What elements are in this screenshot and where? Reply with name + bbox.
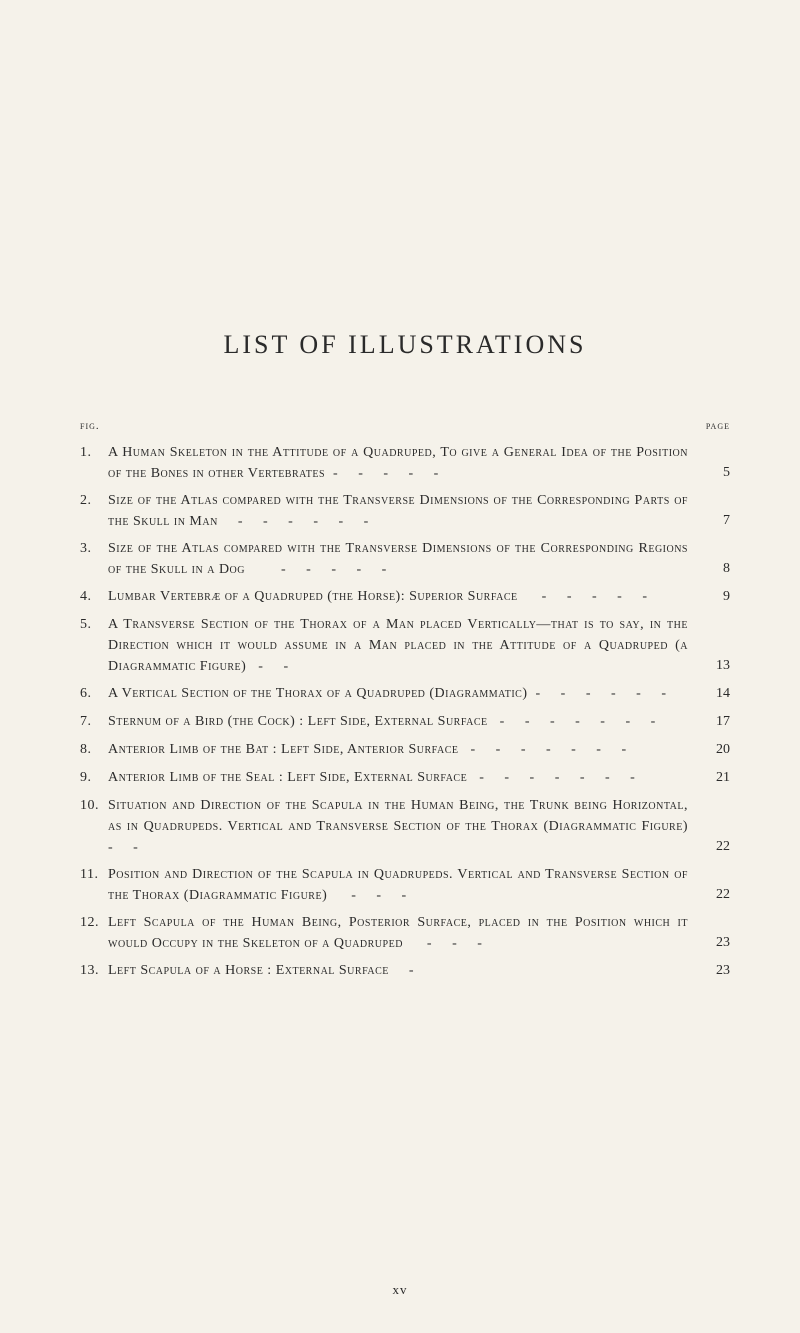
entry-text: Size of the Atlas compared with the Tran…: [108, 490, 700, 532]
entry-number: 11.: [80, 864, 108, 885]
list-item: 13.Left Scapula of a Horse : External Su…: [80, 960, 730, 982]
entry-page: 13: [700, 655, 730, 677]
header-page: page: [706, 420, 730, 432]
entry-page: 23: [700, 960, 730, 982]
column-headers: fig. page: [80, 420, 730, 432]
list-item: 12.Left Scapula of the Human Being, Post…: [80, 912, 730, 954]
list-item: 9.Anterior Limb of the Seal : Left Side,…: [80, 767, 730, 789]
illustrations-list: 1.A Human Skeleton in the Attitude of a …: [80, 442, 730, 982]
entry-number: 9.: [80, 767, 108, 788]
entry-text: Anterior Limb of the Bat : Left Side, An…: [108, 739, 700, 760]
page-title: LIST OF ILLUSTRATIONS: [80, 330, 730, 360]
entry-page: 8: [700, 558, 730, 580]
entry-page: 20: [700, 739, 730, 761]
entry-text: Position and Direction of the Scapula in…: [108, 864, 700, 906]
entry-page: 7: [700, 510, 730, 532]
list-item: 4.Lumbar Vertebræ of a Quadruped (the Ho…: [80, 586, 730, 608]
entry-text: Sternum of a Bird (the Cock) : Left Side…: [108, 711, 700, 732]
entry-number: 10.: [80, 795, 108, 816]
entry-page: 23: [700, 932, 730, 954]
entry-text: Left Scapula of the Human Being, Posteri…: [108, 912, 700, 954]
entry-page: 9: [700, 586, 730, 608]
entry-page: 14: [700, 683, 730, 705]
entry-number: 6.: [80, 683, 108, 704]
list-item: 6.A Vertical Section of the Thorax of a …: [80, 683, 730, 705]
page-number-footer: xv: [0, 1282, 800, 1298]
entry-number: 7.: [80, 711, 108, 732]
entry-page: 5: [700, 462, 730, 484]
entry-number: 5.: [80, 614, 108, 635]
entry-text: Situation and Direction of the Scapula i…: [108, 795, 700, 858]
list-item: 2.Size of the Atlas compared with the Tr…: [80, 490, 730, 532]
list-item: 5.A Transverse Section of the Thorax of …: [80, 614, 730, 677]
list-item: 11.Position and Direction of the Scapula…: [80, 864, 730, 906]
list-item: 1.A Human Skeleton in the Attitude of a …: [80, 442, 730, 484]
list-item: 8.Anterior Limb of the Bat : Left Side, …: [80, 739, 730, 761]
entry-page: 22: [700, 836, 730, 858]
entry-text: Left Scapula of a Horse : External Surfa…: [108, 960, 700, 981]
list-item: 10.Situation and Direction of the Scapul…: [80, 795, 730, 858]
list-item: 3.Size of the Atlas compared with the Tr…: [80, 538, 730, 580]
entry-number: 2.: [80, 490, 108, 511]
entry-number: 4.: [80, 586, 108, 607]
entry-number: 8.: [80, 739, 108, 760]
entry-number: 13.: [80, 960, 108, 981]
entry-number: 12.: [80, 912, 108, 933]
entry-text: Anterior Limb of the Seal : Left Side, E…: [108, 767, 700, 788]
entry-number: 1.: [80, 442, 108, 463]
entry-page: 17: [700, 711, 730, 733]
entry-text: A Transverse Section of the Thorax of a …: [108, 614, 700, 677]
entry-number: 3.: [80, 538, 108, 559]
entry-page: 21: [700, 767, 730, 789]
list-item: 7.Sternum of a Bird (the Cock) : Left Si…: [80, 711, 730, 733]
entry-text: Size of the Atlas compared with the Tran…: [108, 538, 700, 580]
entry-text: A Vertical Section of the Thorax of a Qu…: [108, 683, 700, 704]
entry-page: 22: [700, 884, 730, 906]
header-fig: fig.: [80, 420, 100, 432]
entry-text: A Human Skeleton in the Attitude of a Qu…: [108, 442, 700, 484]
entry-text: Lumbar Vertebræ of a Quadruped (the Hors…: [108, 586, 700, 607]
